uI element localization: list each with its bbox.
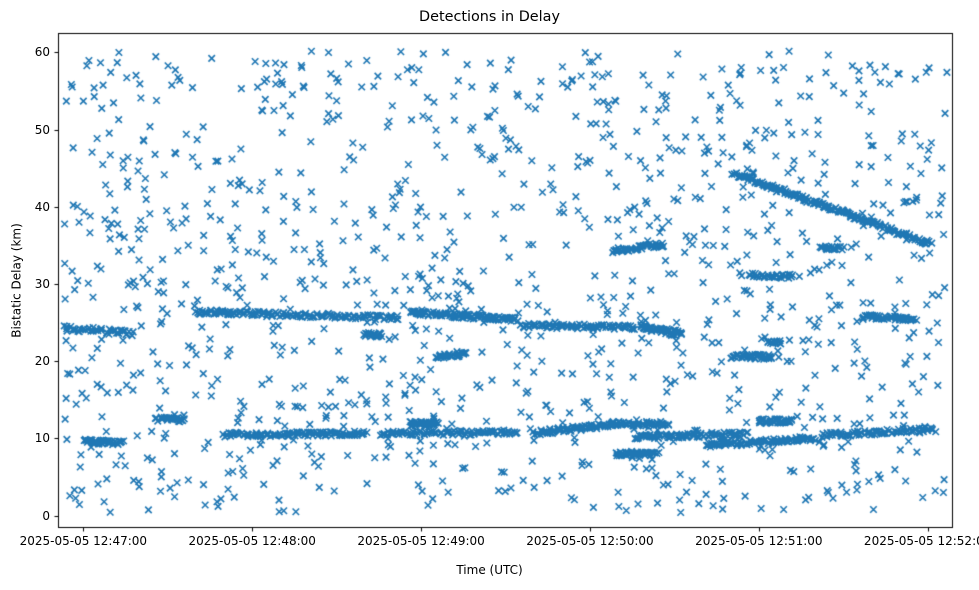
figure-canvas-container: Detections in Delay Time (UTC) Bistatic … — [0, 0, 979, 590]
scatter-plot-canvas[interactable] — [0, 0, 979, 590]
